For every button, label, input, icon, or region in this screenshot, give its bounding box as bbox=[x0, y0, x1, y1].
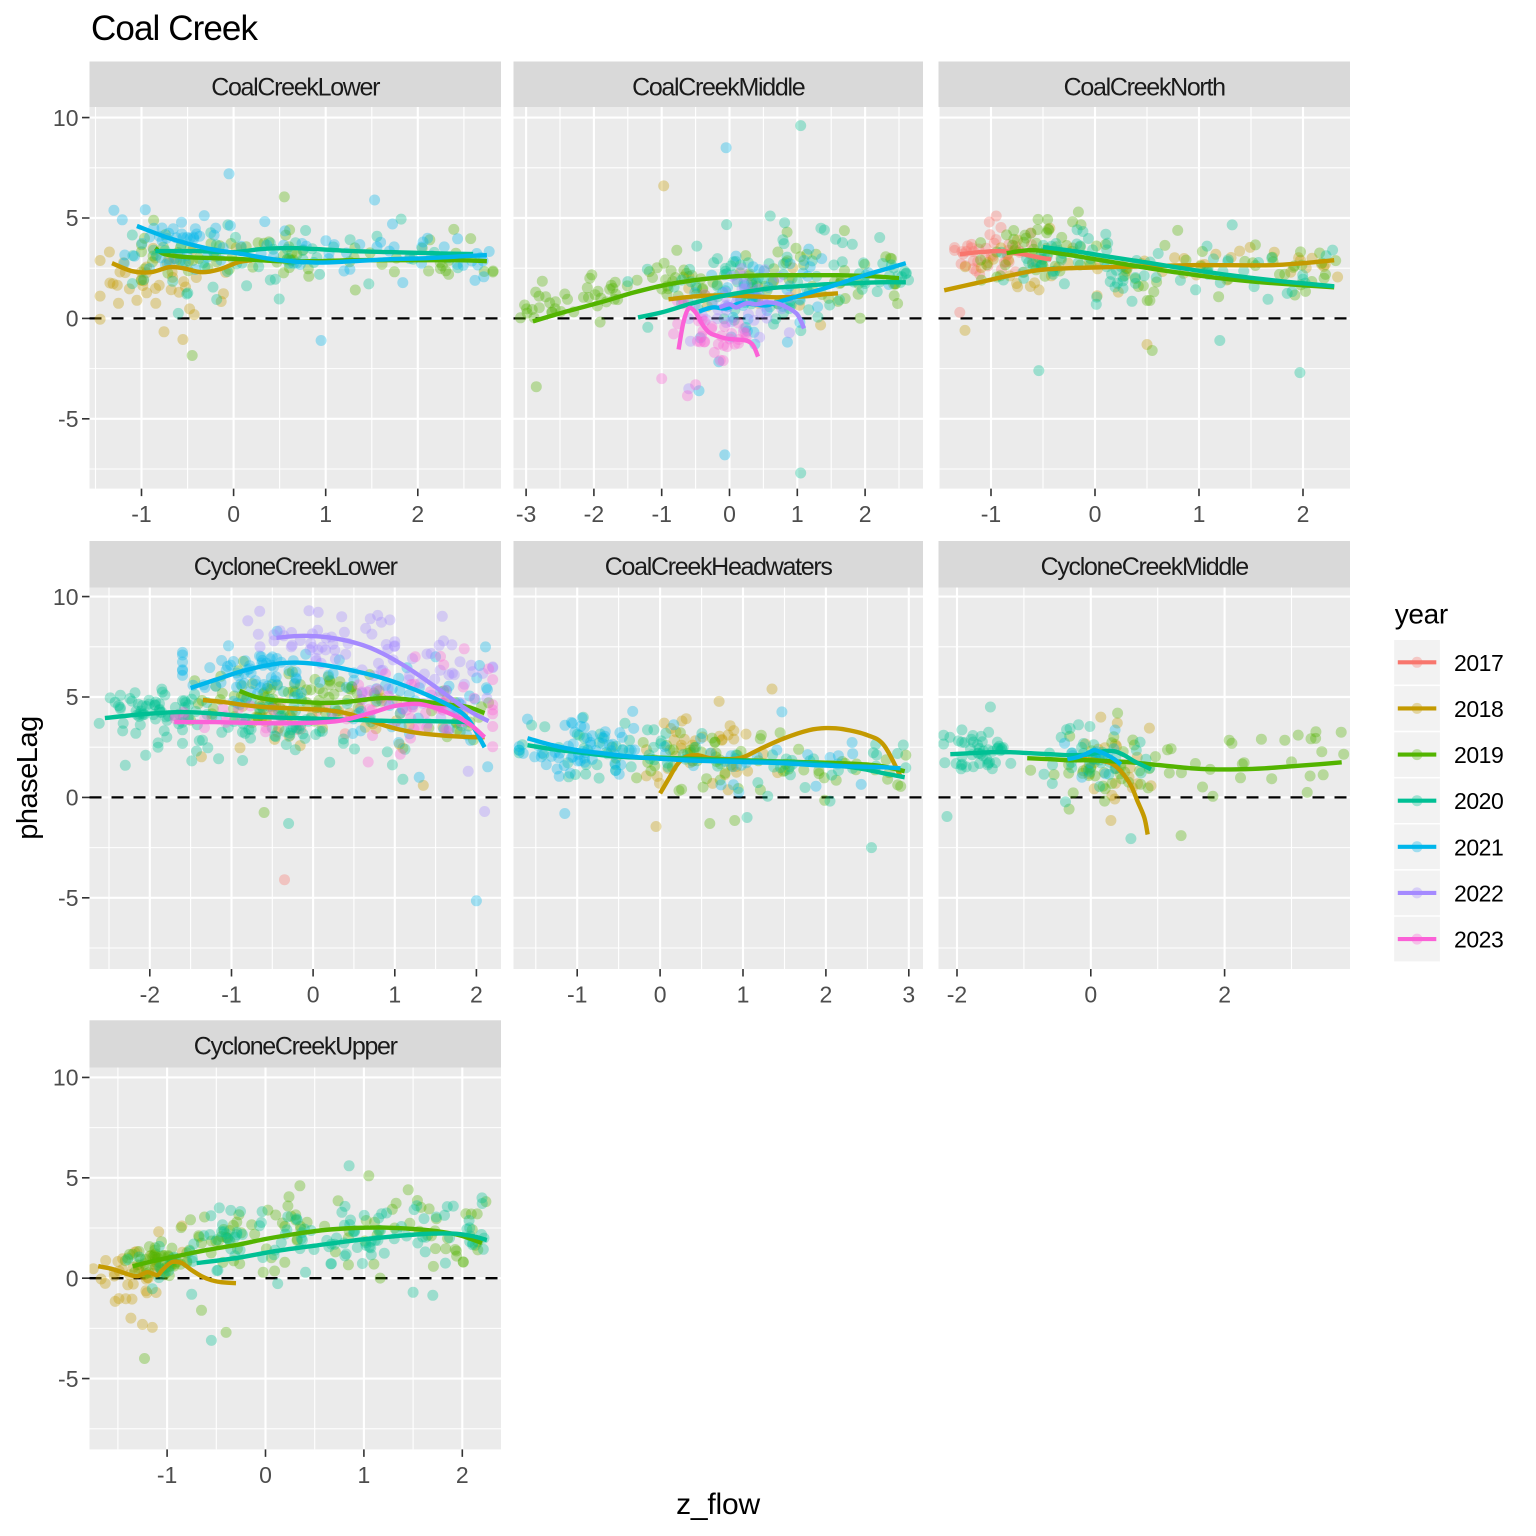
svg-text:0: 0 bbox=[1089, 501, 1102, 527]
svg-text:0: 0 bbox=[654, 982, 667, 1008]
svg-text:0: 0 bbox=[723, 501, 736, 527]
svg-text:0: 0 bbox=[307, 982, 320, 1008]
svg-text:-1: -1 bbox=[221, 982, 241, 1008]
svg-text:0: 0 bbox=[259, 1462, 272, 1488]
svg-text:CycloneCreekMiddle: CycloneCreekMiddle bbox=[1041, 553, 1249, 581]
svg-text:-2: -2 bbox=[140, 982, 160, 1008]
svg-text:1: 1 bbox=[319, 501, 332, 527]
svg-text:CoalCreekMiddle: CoalCreekMiddle bbox=[632, 74, 805, 102]
svg-text:2020: 2020 bbox=[1454, 788, 1503, 814]
svg-text:5: 5 bbox=[66, 1165, 79, 1191]
svg-text:2017: 2017 bbox=[1454, 650, 1503, 676]
svg-text:2023: 2023 bbox=[1454, 927, 1503, 953]
svg-text:3: 3 bbox=[902, 982, 915, 1008]
svg-text:10: 10 bbox=[53, 1065, 79, 1091]
svg-text:-2: -2 bbox=[584, 501, 604, 527]
svg-text:CycloneCreekUpper: CycloneCreekUpper bbox=[194, 1032, 398, 1060]
svg-text:Coal Creek: Coal Creek bbox=[91, 9, 258, 48]
svg-text:1: 1 bbox=[388, 982, 401, 1008]
svg-text:1: 1 bbox=[791, 501, 804, 527]
svg-text:CoalCreekHeadwaters: CoalCreekHeadwaters bbox=[605, 553, 833, 581]
svg-text:2018: 2018 bbox=[1454, 696, 1503, 722]
svg-text:0: 0 bbox=[66, 785, 79, 811]
svg-text:year: year bbox=[1395, 599, 1448, 630]
svg-text:1: 1 bbox=[737, 982, 750, 1008]
svg-text:-5: -5 bbox=[58, 885, 78, 911]
svg-text:10: 10 bbox=[53, 105, 79, 131]
svg-text:CoalCreekLower: CoalCreekLower bbox=[211, 74, 380, 102]
svg-text:2: 2 bbox=[456, 1462, 469, 1488]
svg-text:2: 2 bbox=[470, 982, 483, 1008]
svg-text:-1: -1 bbox=[981, 501, 1001, 527]
svg-text:2: 2 bbox=[1218, 982, 1231, 1008]
svg-text:2: 2 bbox=[820, 982, 833, 1008]
svg-text:-1: -1 bbox=[567, 982, 587, 1008]
svg-text:CoalCreekNorth: CoalCreekNorth bbox=[1064, 74, 1225, 102]
svg-text:1: 1 bbox=[1193, 501, 1206, 527]
svg-text:-1: -1 bbox=[157, 1462, 177, 1488]
svg-text:0: 0 bbox=[1084, 982, 1097, 1008]
svg-text:-1: -1 bbox=[651, 501, 671, 527]
svg-text:CycloneCreekLower: CycloneCreekLower bbox=[194, 553, 398, 581]
svg-text:0: 0 bbox=[227, 501, 240, 527]
svg-text:-5: -5 bbox=[58, 1366, 78, 1392]
svg-text:2019: 2019 bbox=[1454, 742, 1503, 768]
svg-text:z_flow: z_flow bbox=[676, 1488, 760, 1521]
svg-text:1: 1 bbox=[358, 1462, 371, 1488]
svg-text:-3: -3 bbox=[516, 501, 536, 527]
svg-text:0: 0 bbox=[66, 1265, 79, 1291]
svg-text:-1: -1 bbox=[131, 501, 151, 527]
svg-text:2: 2 bbox=[411, 501, 424, 527]
svg-text:2021: 2021 bbox=[1454, 834, 1503, 860]
svg-text:-5: -5 bbox=[58, 406, 78, 432]
svg-text:2: 2 bbox=[859, 501, 872, 527]
svg-text:phaseLag: phaseLag bbox=[12, 716, 44, 839]
svg-text:10: 10 bbox=[53, 584, 79, 610]
svg-text:-2: -2 bbox=[947, 982, 967, 1008]
svg-text:2: 2 bbox=[1297, 501, 1310, 527]
svg-text:2022: 2022 bbox=[1454, 880, 1503, 906]
svg-text:5: 5 bbox=[66, 684, 79, 710]
svg-text:5: 5 bbox=[66, 205, 79, 231]
svg-text:0: 0 bbox=[66, 306, 79, 332]
